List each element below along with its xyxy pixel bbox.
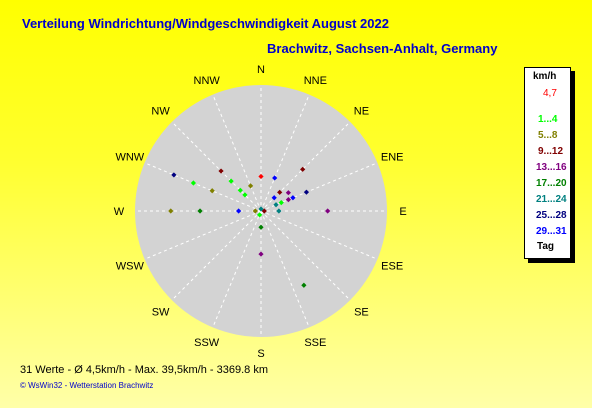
data-points (168, 166, 331, 288)
data-point (271, 195, 277, 201)
data-point (218, 168, 224, 174)
data-point (258, 206, 264, 212)
spoke-ne (260, 121, 351, 212)
spoke-nne (260, 94, 310, 212)
data-point (228, 178, 234, 184)
copyright-line: © WsWin32 - Wetterstation Brachwitz (20, 381, 154, 390)
data-point (190, 180, 197, 186)
data-point (171, 172, 177, 178)
legend-class: 5...8 (538, 130, 558, 141)
data-point (273, 202, 279, 208)
data-point (258, 224, 264, 230)
data-point (300, 166, 306, 172)
dir-label-wsw: WSW (116, 260, 145, 272)
legend-class: 29...31 (536, 226, 567, 237)
dir-label-ene: ENE (381, 152, 404, 164)
data-point (168, 208, 174, 214)
spoke-wnw (144, 162, 262, 212)
data-point (252, 208, 258, 214)
speed-legend: km/h 4,7 1...4 5...8 9...12 13...16 17...20 2… (524, 67, 571, 259)
data-point (261, 208, 267, 214)
data-point (278, 200, 284, 206)
data-point (258, 251, 264, 257)
stats-line: 31 Werte - Ø 4,5km/h - Max. 39,5km/h - 3… (20, 364, 268, 376)
legend-class: 9...12 (538, 146, 564, 157)
data-point (303, 189, 310, 195)
chart-title: Verteilung Windrichtung/Windgeschwindigk… (22, 16, 389, 31)
legend-class: 25...28 (536, 210, 567, 221)
dir-label-wnw: WNW (115, 152, 144, 164)
spoke-wsw (144, 210, 262, 260)
data-point (257, 212, 263, 218)
data-point (276, 208, 282, 214)
legend-class: 13...16 (536, 162, 567, 173)
data-point (272, 175, 278, 181)
dir-label-w: W (114, 206, 125, 218)
dir-label-nne: NNE (304, 75, 327, 87)
dir-label-s: S (257, 348, 264, 360)
chart-location: Brachwitz, Sachsen-Anhalt, Germany (267, 41, 498, 56)
dir-label-sw: SW (152, 306, 170, 318)
legend-unit: km/h (533, 71, 557, 82)
spoke-sw (171, 210, 262, 301)
data-point (236, 208, 242, 214)
dir-label-ne: NE (354, 106, 369, 118)
legend-footer: Tag (537, 241, 555, 252)
legend-class: 21...24 (536, 194, 567, 205)
direction-labels: N NNE NE ENE E ESE SE SSE S SSW SW WSW W WNW NW NNW (114, 64, 407, 360)
dir-label-sse: SSE (304, 337, 326, 349)
data-point (285, 190, 291, 196)
dir-label-e: E (399, 206, 406, 218)
dir-label-nw: NW (151, 106, 170, 118)
legend-mean: 4,7 (543, 88, 557, 99)
spoke-ese (260, 210, 378, 260)
data-point (247, 183, 254, 189)
spoke-sse (260, 210, 310, 328)
data-point (209, 188, 215, 194)
data-point (197, 208, 203, 214)
dir-label-ese: ESE (381, 260, 403, 272)
data-point (290, 195, 296, 201)
dir-label-ssw: SSW (194, 337, 220, 349)
data-point (237, 187, 243, 193)
spoke-nnw (212, 94, 262, 212)
spoke-se (260, 210, 351, 301)
dir-label-se: SE (354, 306, 369, 318)
data-point (277, 189, 283, 195)
dir-label-n: N (257, 64, 265, 76)
legend-class: 17...20 (536, 178, 567, 189)
spoke-ssw (212, 210, 262, 328)
data-point (301, 282, 307, 288)
data-point (258, 173, 264, 180)
data-point (285, 197, 292, 203)
data-point (242, 192, 248, 198)
data-point (325, 208, 331, 214)
legend-class: 1...4 (538, 114, 558, 125)
dir-label-nnw: NNW (194, 75, 221, 87)
